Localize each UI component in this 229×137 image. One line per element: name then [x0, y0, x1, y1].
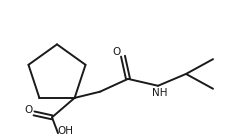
Text: NH: NH [152, 88, 167, 98]
Text: OH: OH [57, 126, 73, 136]
Text: O: O [112, 47, 121, 57]
Text: O: O [25, 105, 33, 115]
